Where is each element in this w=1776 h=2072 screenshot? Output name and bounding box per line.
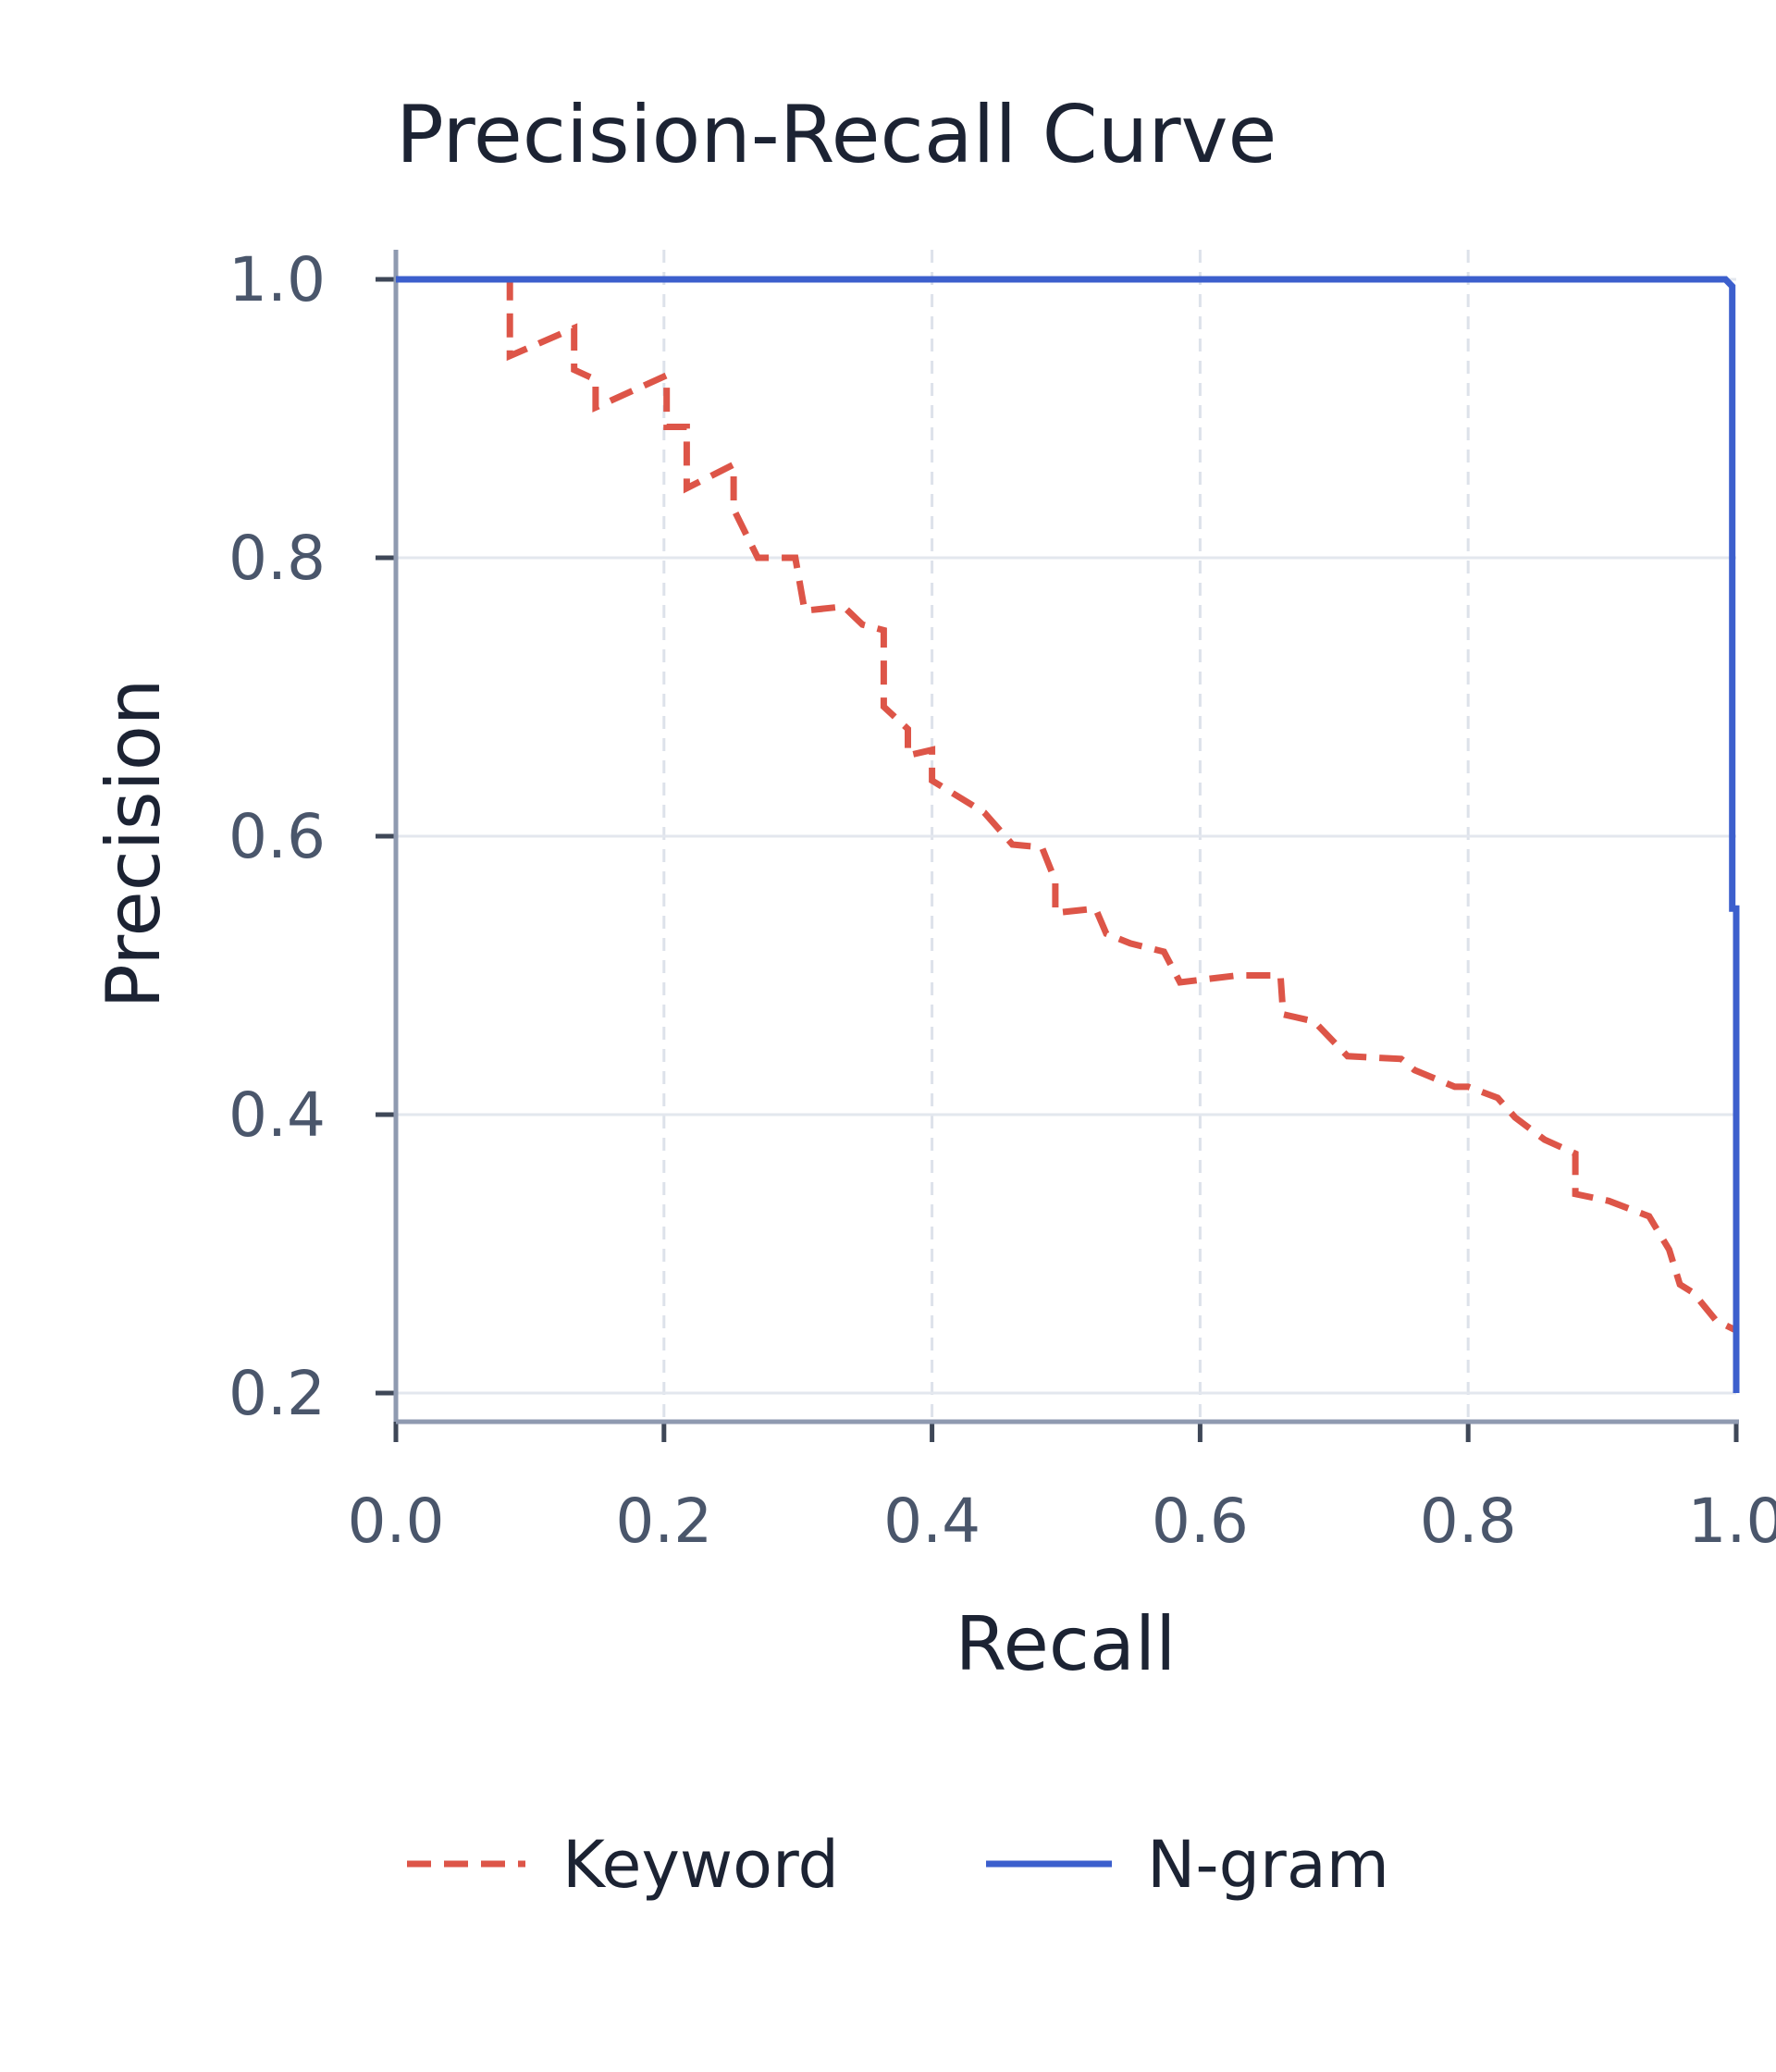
y-tick-label: 0.6 bbox=[228, 801, 326, 872]
x-tick-label: 0.0 bbox=[348, 1486, 445, 1557]
tick-labels: 0.0 0.2 0.4 0.6 0.8 1.0 0.2 0.4 0.6 0.8 1.0 bbox=[228, 244, 1776, 1557]
y-tick-label: 0.2 bbox=[228, 1358, 326, 1429]
y-tick-label: 0.4 bbox=[228, 1079, 326, 1151]
grid bbox=[396, 250, 1736, 1422]
x-tick-label: 0.2 bbox=[615, 1486, 712, 1557]
x-tick-label: 0.6 bbox=[1152, 1486, 1249, 1557]
series-line-n-gram bbox=[396, 276, 1740, 1393]
legend-label: Keyword bbox=[562, 1827, 839, 1903]
plot-area bbox=[396, 276, 1740, 1393]
axes bbox=[376, 250, 1739, 1442]
x-tick-label: 0.8 bbox=[1420, 1486, 1517, 1557]
series-line-keyword bbox=[396, 276, 1738, 1334]
x-axis-label: Recall bbox=[956, 1601, 1177, 1687]
chart-title: Precision-Recall Curve bbox=[396, 89, 1276, 181]
y-axis-label: Precision bbox=[91, 679, 177, 1009]
legend-label: N-gram bbox=[1147, 1827, 1389, 1903]
y-tick-label: 1.0 bbox=[228, 244, 326, 315]
y-tick-label: 0.8 bbox=[228, 523, 326, 594]
x-tick-label: 0.4 bbox=[883, 1486, 980, 1557]
legend: Keyword N-gram bbox=[407, 1827, 1389, 1903]
x-tick-label: 1.0 bbox=[1688, 1486, 1776, 1557]
